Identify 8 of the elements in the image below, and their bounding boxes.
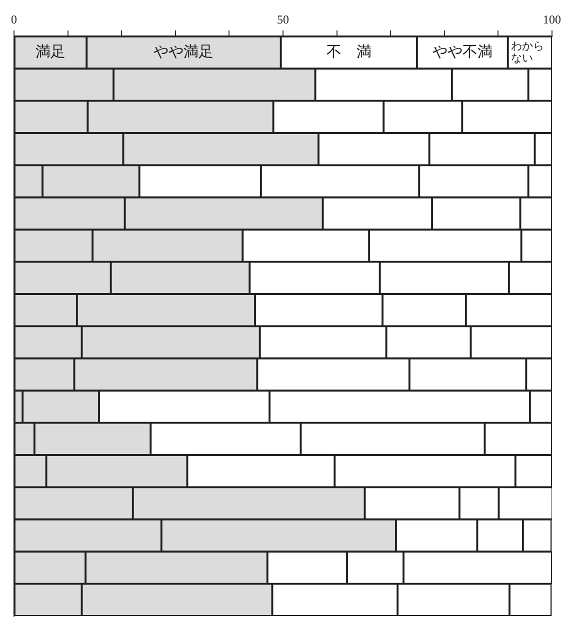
x-tick-label: 100 [543, 12, 561, 26]
series-label: やや満足 [154, 42, 214, 60]
x-tick-label: 50 [277, 12, 289, 26]
x-tick-label: 0 [11, 12, 17, 26]
series-label: 不 満 [326, 42, 372, 60]
series-label: やや不満 [432, 42, 492, 60]
series-label: わからない [510, 39, 544, 64]
series-label: 満足 [36, 42, 66, 60]
